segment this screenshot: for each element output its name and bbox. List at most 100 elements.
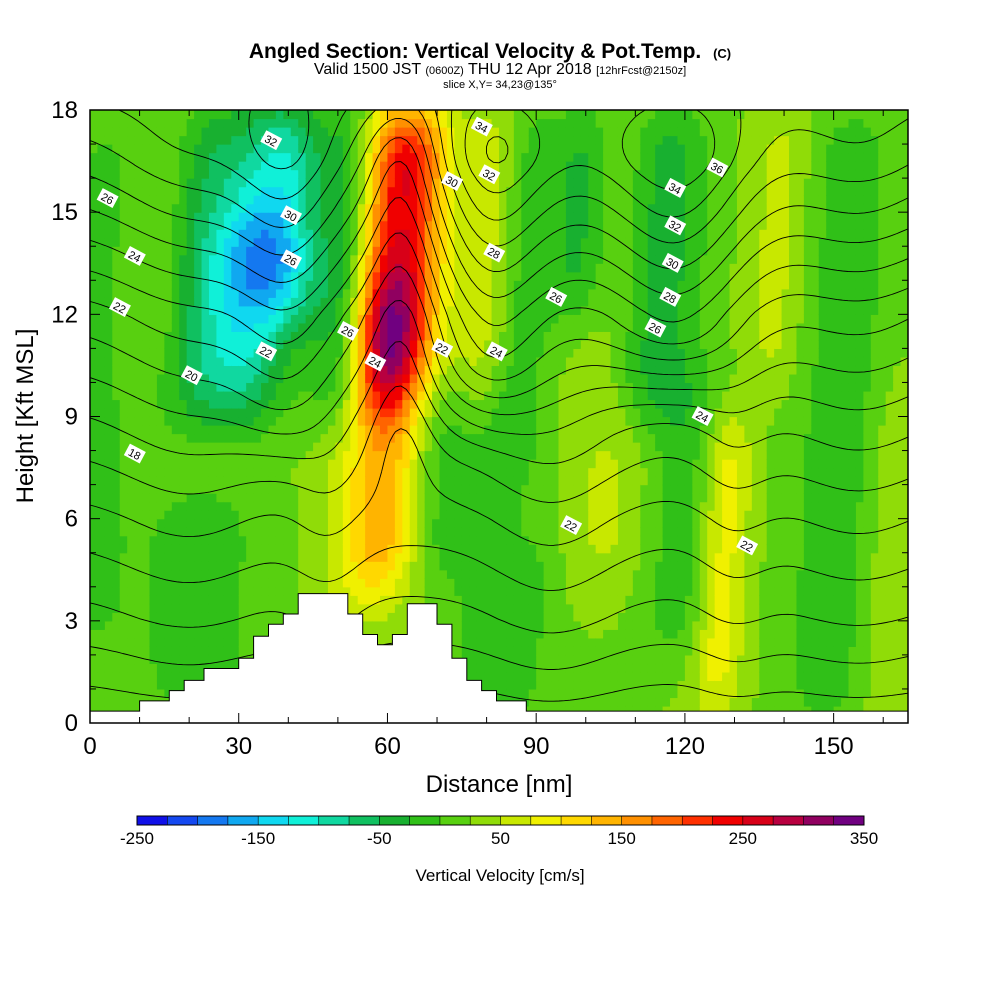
velocity-cell [402, 493, 411, 503]
velocity-cell [446, 305, 455, 315]
velocity-cell [588, 646, 597, 656]
velocity-cell [454, 501, 463, 511]
velocity-cell [194, 178, 203, 188]
velocity-cell [432, 144, 441, 154]
velocity-cell [238, 373, 247, 384]
velocity-cell [394, 527, 403, 537]
velocity-cell [484, 586, 493, 596]
velocity-cell [558, 467, 567, 477]
velocity-cell [528, 501, 537, 511]
velocity-cell [164, 348, 173, 358]
velocity-cell [119, 161, 128, 171]
velocity-cell [446, 399, 455, 409]
velocity-cell [134, 535, 143, 545]
velocity-cell [142, 433, 151, 443]
velocity-cell [417, 144, 426, 154]
velocity-cell [90, 416, 99, 426]
velocity-cell [201, 484, 210, 494]
velocity-cell [521, 663, 530, 673]
velocity-cell [357, 169, 366, 179]
velocity-cell [528, 144, 537, 154]
velocity-cell [313, 373, 322, 384]
velocity-cell [439, 407, 448, 418]
velocity-cell [246, 484, 255, 494]
velocity-cell [305, 365, 314, 375]
velocity-cell [409, 544, 418, 554]
velocity-cell [275, 595, 284, 605]
velocity-cell [536, 459, 545, 469]
velocity-cell [506, 118, 515, 128]
velocity-cell [461, 442, 470, 452]
velocity-cell [521, 467, 530, 477]
velocity-cell [156, 331, 165, 341]
velocity-cell [164, 688, 173, 699]
velocity-cell [446, 237, 455, 247]
velocity-cell [179, 365, 188, 375]
velocity-cell [216, 646, 225, 656]
velocity-cell [446, 586, 455, 596]
velocity-cell [380, 169, 389, 179]
velocity-cell [491, 331, 500, 341]
velocity-cell [595, 459, 604, 469]
velocity-cell [350, 254, 359, 264]
velocity-cell [439, 586, 448, 596]
velocity-cell [186, 467, 195, 477]
velocity-cell [313, 493, 322, 503]
velocity-cell [513, 331, 522, 341]
velocity-cell [573, 263, 582, 273]
velocity-cell [119, 697, 128, 707]
velocity-cell [551, 127, 560, 137]
velocity-cell [335, 501, 344, 511]
velocity-cell [506, 246, 515, 256]
velocity-cell [268, 144, 277, 154]
velocity-cell [208, 246, 218, 256]
velocity-cell [104, 646, 113, 656]
velocity-cell [424, 254, 433, 264]
velocity-cell [528, 118, 537, 128]
velocity-cell [439, 484, 448, 494]
velocity-cell [171, 484, 180, 494]
velocity-cell [275, 110, 284, 120]
velocity-cell [499, 442, 508, 452]
velocity-cell [156, 237, 165, 247]
velocity-cell [454, 331, 463, 341]
velocity-cell [588, 246, 597, 256]
velocity-cell [320, 518, 329, 528]
velocity-cell [104, 595, 113, 605]
velocity-cell [580, 688, 589, 699]
velocity-cell [543, 561, 552, 571]
velocity-cell [454, 229, 463, 239]
velocity-cell [558, 110, 567, 120]
velocity-cell [506, 305, 515, 315]
velocity-cell [476, 195, 485, 205]
velocity-cell [335, 356, 344, 367]
velocity-cell [223, 467, 232, 477]
velocity-cell [528, 535, 537, 545]
velocity-cell [528, 433, 537, 443]
velocity-cell [194, 127, 203, 137]
velocity-cell [238, 425, 247, 435]
velocity-cell [171, 671, 180, 682]
velocity-cell [506, 620, 515, 630]
velocity-cell [283, 297, 292, 307]
velocity-cell [261, 212, 270, 222]
velocity-cell [171, 535, 180, 545]
velocity-cell [104, 535, 113, 545]
velocity-cell [313, 442, 322, 452]
velocity-cell [335, 186, 344, 196]
velocity-cell [186, 586, 195, 596]
velocity-cell [603, 654, 612, 665]
velocity-cell [380, 442, 389, 452]
velocity-cell [104, 586, 113, 596]
velocity-cell [275, 501, 284, 511]
velocity-cell [112, 654, 121, 665]
velocity-cell [595, 399, 604, 409]
velocity-cell [432, 118, 441, 128]
velocity-cell [536, 561, 545, 571]
velocity-cell [216, 305, 225, 315]
velocity-cell [335, 314, 344, 324]
velocity-cell [134, 442, 143, 452]
velocity-cell [595, 161, 604, 171]
velocity-cell [469, 203, 478, 213]
velocity-cell [439, 442, 448, 452]
